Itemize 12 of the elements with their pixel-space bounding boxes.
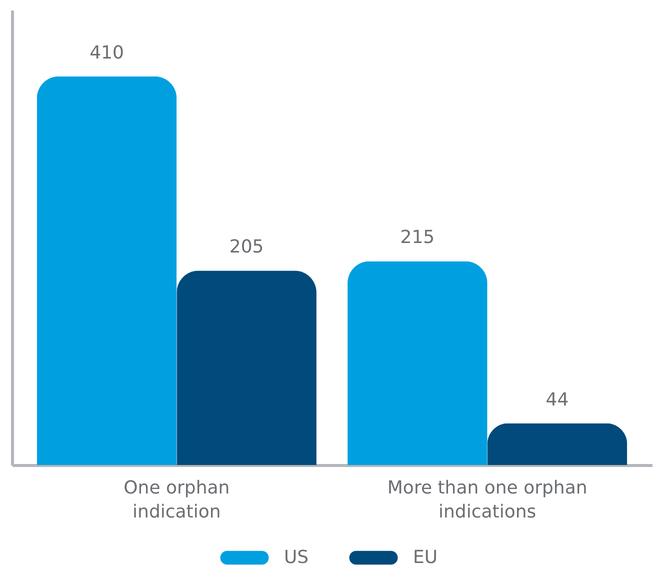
- bar: [348, 261, 488, 465]
- bar: [487, 423, 628, 465]
- data-label: 410: [90, 42, 124, 64]
- x-tick-label: One orphan indication: [124, 478, 230, 522]
- legend-label: EU: [413, 546, 438, 568]
- x-tick-label: More than one orphan indications: [387, 478, 588, 522]
- data-label: 215: [400, 227, 435, 248]
- legend-label: US: [284, 546, 309, 568]
- bar: [176, 270, 316, 465]
- data-label: 205: [229, 236, 264, 258]
- data-label: 44: [546, 389, 569, 410]
- bar: [36, 76, 177, 465]
